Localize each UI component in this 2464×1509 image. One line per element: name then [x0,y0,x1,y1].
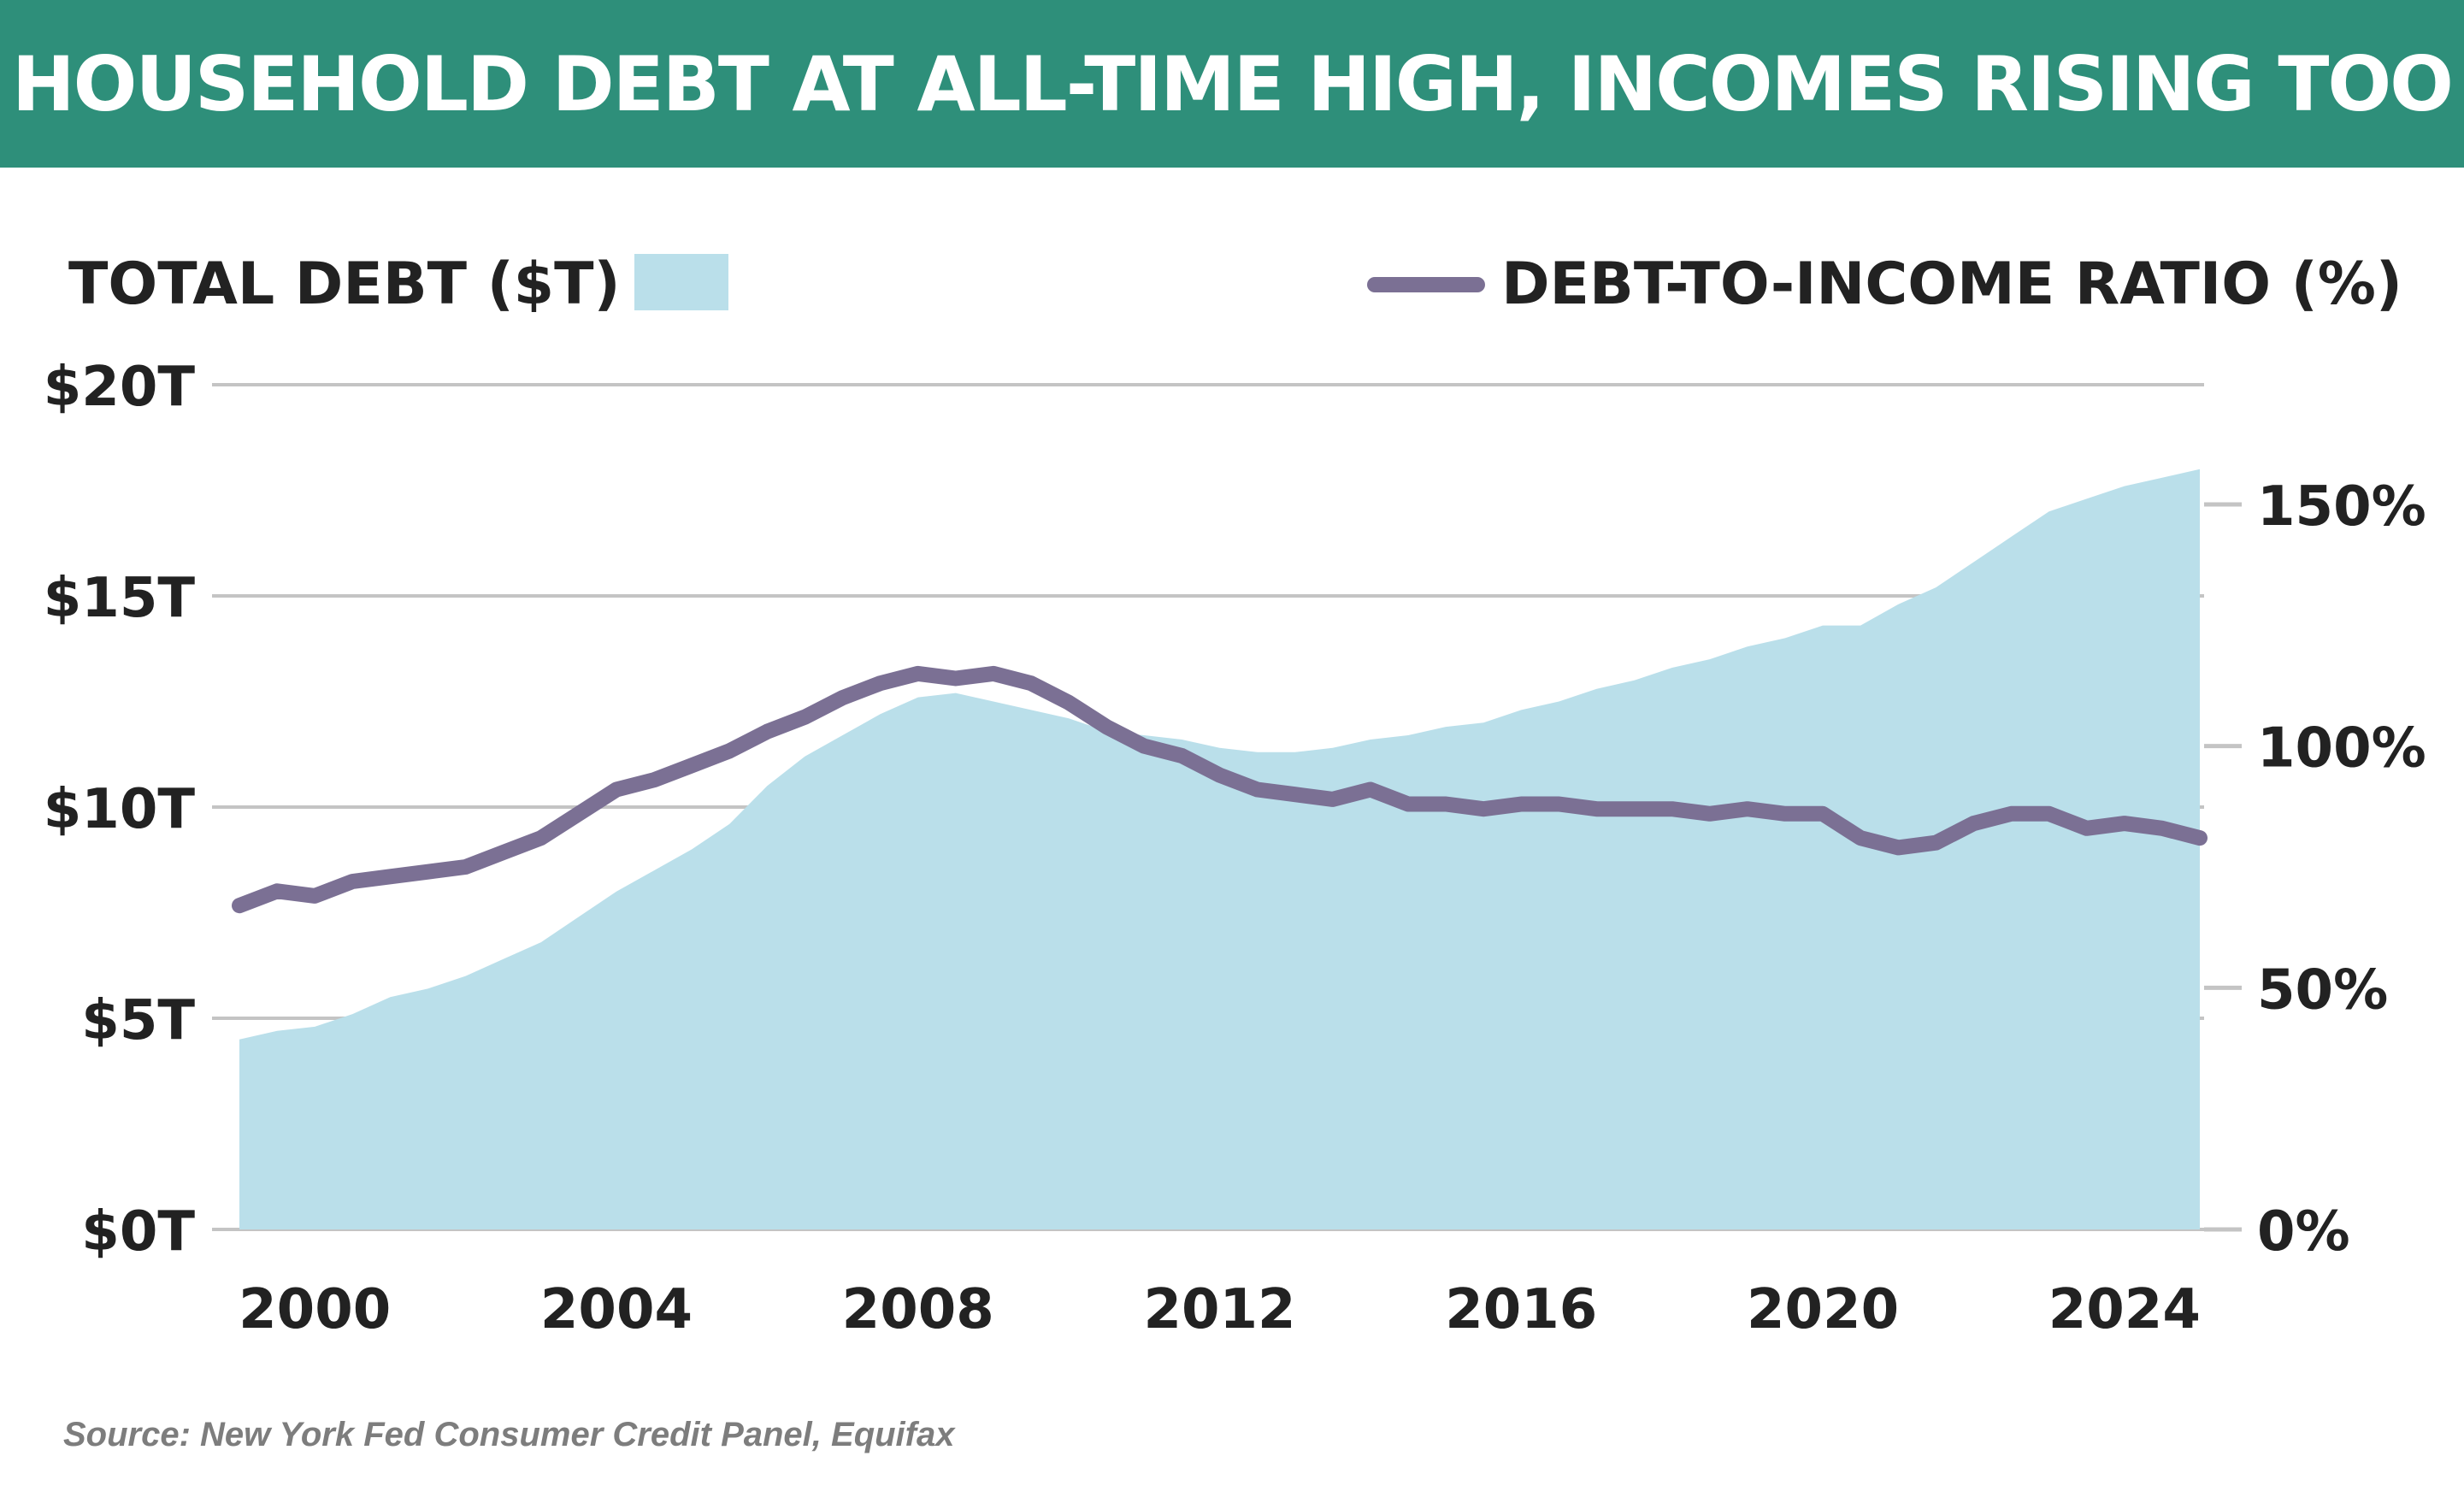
legend: TOTAL DEBT ($T) DEBT-TO-INCOME RATIO (%) [68,251,2402,318]
x-tick-label: 2020 [1747,1278,1899,1341]
total-debt-area [239,469,2200,1229]
x-tick-label: 2004 [540,1278,693,1341]
y-right-tick-label: 150% [2257,475,2426,539]
y-right-tick-label: 50% [2257,958,2388,1022]
axis-labels: $0T $5T $10T $15T $20T 0% 50% 100% 150% 2000 2004 2… [44,356,2426,1341]
chart-title: HOUSEHOLD DEBT AT ALL-TIME HIGH, INCOMES… [12,39,2454,128]
chart-svg: $0T $5T $10T $15T $20T 0% 50% 100% 150% 2000 2004 2… [44,251,2426,1341]
y-left-tick-label: $20T [44,356,196,419]
y-left-tick-label: $15T [44,567,196,630]
debt-to-income-line-layer [232,665,2208,914]
legend-area-swatch [634,254,728,310]
legend-debt-to-income-label: DEBT-TO-INCOME RATIO (%) [1501,251,2402,318]
x-tick-label: 2024 [2048,1278,2201,1341]
x-tick-label: 2000 [239,1278,391,1341]
title-banner: HOUSEHOLD DEBT AT ALL-TIME HIGH, INCOMES… [0,0,2464,168]
y-left-tick-label: $5T [81,989,195,1052]
y-left-tick-label: $10T [44,778,196,841]
x-tick-label: 2016 [1445,1278,1597,1341]
y-right-tick-label: 100% [2257,717,2426,781]
debt-to-income-line [232,665,2208,914]
y-right-tick-label: 0% [2257,1200,2350,1264]
x-tick-label: 2008 [842,1278,994,1341]
y-left-tick-label: $0T [81,1200,195,1264]
x-tick-label: 2012 [1143,1278,1295,1341]
legend-total-debt-label: TOTAL DEBT ($T) [68,251,621,318]
total-debt-area-layer [239,469,2200,1229]
source-note: Source: New York Fed Consumer Credit Pan… [63,1416,955,1453]
